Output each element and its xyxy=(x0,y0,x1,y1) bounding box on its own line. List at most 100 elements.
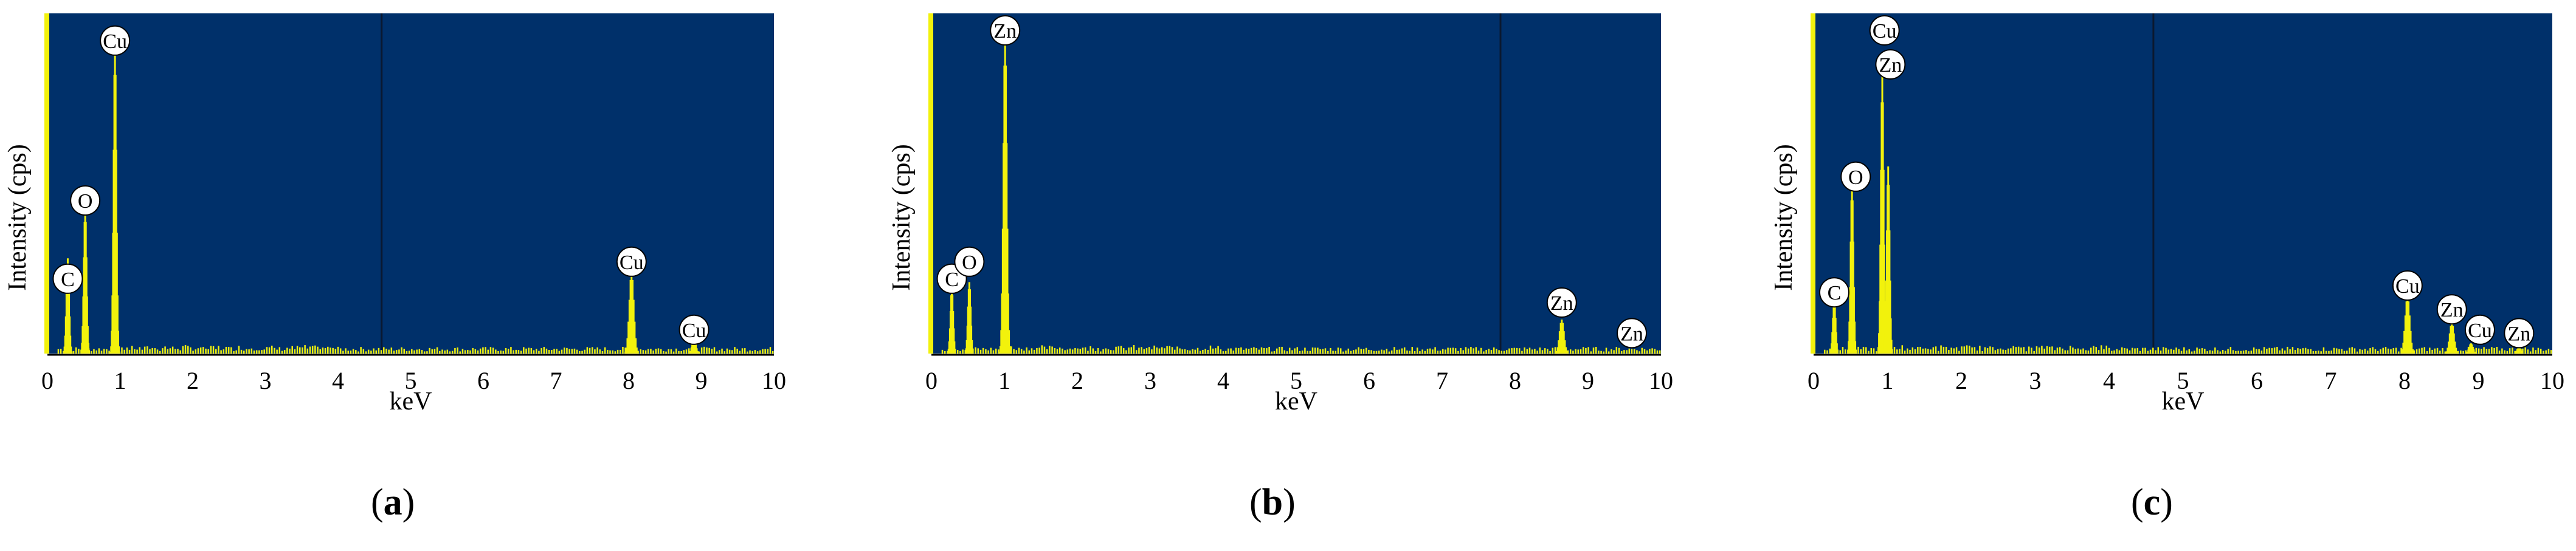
svg-text:O: O xyxy=(78,190,93,213)
x-axis-label: keV xyxy=(390,388,432,416)
peak-c-0 xyxy=(1830,299,1839,354)
peak-zn-3 xyxy=(1883,166,1893,354)
y-axis-line xyxy=(928,13,933,354)
x-tick-label: 10 xyxy=(2540,367,2564,394)
peak-zn-3 xyxy=(1555,320,1568,354)
x-tick-label: 0 xyxy=(1808,367,1820,394)
element-label-c: C xyxy=(1819,277,1850,308)
element-label-o: O xyxy=(1840,161,1871,192)
element-label-zn: Zn xyxy=(1875,49,1906,80)
element-label-cu: Cu xyxy=(100,25,131,56)
x-tick-label: 7 xyxy=(1436,367,1448,394)
element-label-zn: Zn xyxy=(990,15,1021,46)
x-tick-label: 5 xyxy=(405,367,417,394)
x-axis-label: keV xyxy=(2162,388,2205,416)
peak-cu-3 xyxy=(624,272,639,354)
svg-text:Cu: Cu xyxy=(2468,320,2492,342)
x-tick-label: 9 xyxy=(2473,367,2485,394)
x-tick-label: 2 xyxy=(1955,367,1967,394)
x-tick-label: 4 xyxy=(1217,367,1229,394)
x-tick-label: 8 xyxy=(2398,367,2411,394)
plot-area xyxy=(47,13,774,354)
element-label-c: C xyxy=(52,263,83,294)
panel-caption-b: (b) xyxy=(1249,482,1296,523)
svg-text:C: C xyxy=(61,269,75,291)
peak-o-1 xyxy=(1847,183,1857,354)
peak-o-1 xyxy=(965,282,974,354)
x-tick-label: 0 xyxy=(925,367,938,394)
element-label-zn: Zn xyxy=(1617,318,1647,349)
element-label-zn: Zn xyxy=(1546,287,1577,318)
svg-text:Zn: Zn xyxy=(993,20,1017,43)
x-tick-label: 3 xyxy=(2029,367,2042,394)
svg-text:Zn: Zn xyxy=(2507,323,2530,345)
panel-caption-a: (a) xyxy=(371,482,415,523)
element-label-zn: Zn xyxy=(2436,294,2467,325)
x-tick-label: 1 xyxy=(114,367,126,394)
peak-c-0 xyxy=(947,289,956,354)
x-tick-label: 8 xyxy=(1509,367,1521,394)
y-axis-label: Intensity (cps) xyxy=(1770,144,1798,290)
svg-text:Cu: Cu xyxy=(620,252,644,274)
x-tick-label: 10 xyxy=(762,367,786,394)
svg-text:O: O xyxy=(1848,166,1863,189)
x-tick-label: 9 xyxy=(1582,367,1594,394)
svg-text:C: C xyxy=(1828,282,1842,304)
peak-cu-4 xyxy=(2401,295,2414,354)
plot-area xyxy=(931,13,1661,354)
svg-text:Cu: Cu xyxy=(682,320,706,342)
x-axis-label: keV xyxy=(1275,388,1317,416)
x-tick-label: 10 xyxy=(1649,367,1673,394)
element-label-cu: Cu xyxy=(2464,314,2495,345)
plot-area xyxy=(1814,13,2552,354)
y-axis-line xyxy=(44,13,49,354)
element-label-o: O xyxy=(70,185,101,216)
svg-text:Cu: Cu xyxy=(103,30,127,53)
element-label-cu: Cu xyxy=(679,314,710,345)
element-label-zn: Zn xyxy=(2504,318,2535,349)
svg-text:Cu: Cu xyxy=(2395,275,2420,298)
x-tick-label: 4 xyxy=(332,367,344,394)
element-label-cu: Cu xyxy=(2392,270,2423,301)
y-axis-line xyxy=(1811,13,1815,354)
svg-text:Zn: Zn xyxy=(1550,292,1573,315)
svg-text:Zn: Zn xyxy=(1879,54,1902,77)
x-tick-label: 5 xyxy=(1290,367,1302,394)
x-tick-label: 3 xyxy=(260,367,272,394)
peak-zn-2 xyxy=(998,33,1012,354)
x-tick-label: 6 xyxy=(2251,367,2263,394)
peak-cu-2 xyxy=(109,44,121,354)
x-tick-label: 7 xyxy=(2325,367,2337,394)
peak-cu-6 xyxy=(2466,343,2476,354)
spectrum-panel-a: 0 1 2 3 4 5 6 7 8 9 10 keV Intensity (cps) C O Cu Cu Cu xyxy=(4,13,786,416)
svg-text:Zn: Zn xyxy=(2440,299,2464,321)
x-tick-label: 6 xyxy=(1363,367,1375,394)
x-tick-label: 1 xyxy=(1882,367,1894,394)
svg-text:C: C xyxy=(945,269,959,291)
y-axis-label: Intensity (cps) xyxy=(888,144,916,290)
svg-text:Zn: Zn xyxy=(1620,323,1643,345)
x-tick-label: 7 xyxy=(550,367,562,394)
y-axis-label: Intensity (cps) xyxy=(4,144,32,290)
x-tick-label: 1 xyxy=(998,367,1010,394)
element-label-cu: Cu xyxy=(1869,15,1900,46)
x-tick-label: 5 xyxy=(2177,367,2189,394)
x-tick-label: 2 xyxy=(1071,367,1083,394)
svg-text:O: O xyxy=(962,252,977,274)
x-tick-label: 0 xyxy=(41,367,54,394)
spectrum-panel-b: 0 1 2 3 4 5 6 7 8 9 10 keV Intensity (cps) CO Zn Zn Zn xyxy=(888,13,1673,416)
panel-caption-c: (c) xyxy=(2131,482,2173,523)
element-label-o: O xyxy=(954,246,985,277)
peak-o-1 xyxy=(80,207,91,354)
x-tick-label: 8 xyxy=(623,367,635,394)
element-label-cu: Cu xyxy=(616,246,647,277)
x-tick-label: 2 xyxy=(187,367,199,394)
x-tick-label: 3 xyxy=(1144,367,1156,394)
x-tick-label: 9 xyxy=(696,367,708,394)
x-tick-label: 6 xyxy=(477,367,489,394)
spectrum-baseline xyxy=(941,345,1661,354)
peak-zn-5 xyxy=(2445,323,2458,354)
